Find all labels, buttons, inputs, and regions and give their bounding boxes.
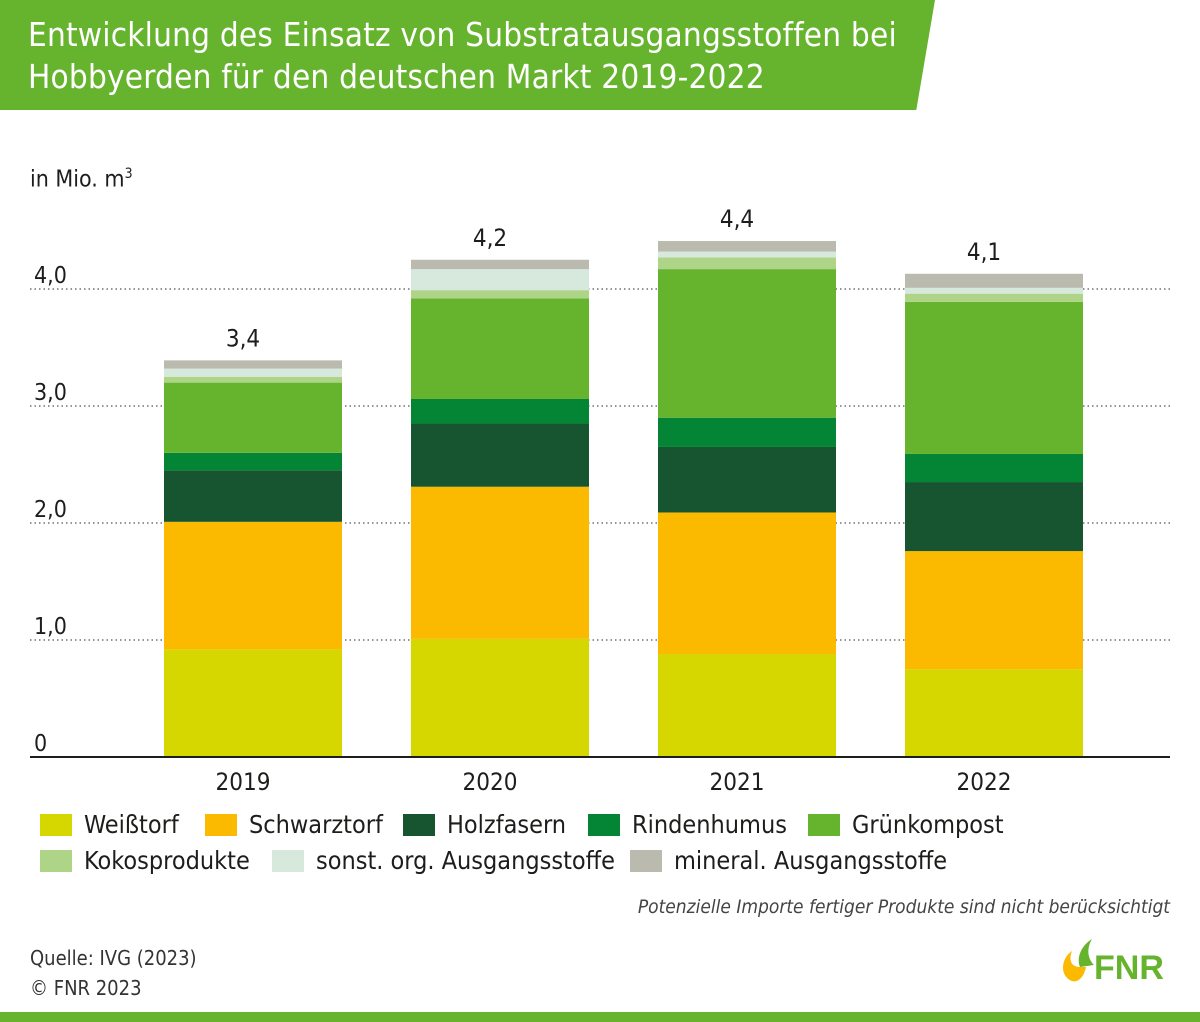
logo-text: FNR [1094,949,1164,987]
bar-segment [411,290,589,299]
legend-item: Rindenhumus [588,810,787,839]
bar-segment [411,269,589,291]
bar-segment [905,293,1083,302]
x-tick-label: 2019 [216,768,271,796]
bar-segment [164,376,342,383]
legend-item: Kokosprodukte [40,846,250,875]
y-tick-label: 4,0 [34,263,67,289]
bar-segment [905,273,1083,288]
bar-segment [658,269,836,418]
legend-item: Holzfasern [403,810,566,839]
total-label: 4,1 [967,238,1001,266]
copyright-line: © FNR 2023 [30,976,142,1000]
legend-label: Holzfasern [447,810,567,839]
y-tick-label: 0 [34,731,47,757]
x-tick-label: 2020 [463,768,518,796]
legend-label: Schwarztorf [249,810,383,839]
legend-swatch [40,849,72,872]
legend-item: Weißtorf [40,810,179,839]
y-tick-label: 1,0 [34,614,67,640]
legend-swatch [403,813,435,836]
bar-segment [411,638,589,757]
chart-title: Entwicklung des Einsatz von Substratausg… [28,15,897,96]
bar-segment [164,368,342,377]
legend-label: Weißtorf [84,810,179,839]
bar-segment [658,257,836,270]
bar-segment [164,649,342,757]
bar-segment [411,398,589,424]
bar-segment [905,482,1083,552]
bar-segment [658,654,836,757]
legend-swatch [630,849,662,872]
y-axis-label: in Mio. m3 [30,166,133,193]
x-tick-label: 2022 [957,768,1012,796]
bar-segment [905,287,1083,294]
legend-item: mineral. Ausgangsstoffe [630,846,947,875]
bar-segment [658,512,836,655]
bar-segment [411,423,589,487]
legend-label: mineral. Ausgangsstoffe [674,846,948,875]
bar-segment [164,382,342,453]
bar-segment [658,241,836,252]
legend-label: Kokosprodukte [84,846,250,875]
bottom-bar [0,1012,1200,1022]
header-band [0,0,935,110]
bar-segment [658,251,836,258]
legend-item: Grünkompost [808,810,1004,839]
source-line: Quelle: IVG (2023) [30,946,197,970]
bar-segment [164,360,342,369]
stacked-bar-chart: 0 1,0 2,0 3,0 4,0 3,4 2019 4,2 2020 4,4 2021 4,1 202… [30,205,1170,796]
bar-segment [164,470,342,522]
bar-segment [905,453,1083,483]
source-credit: Quelle: IVG (2023) © FNR 2023 [30,943,197,1003]
legend-swatch [205,813,237,836]
bar-segment [905,301,1083,454]
y-tick-label: 2,0 [34,497,67,523]
legend-swatch [808,813,840,836]
legend-swatch [272,849,304,872]
y-tick-label: 3,0 [34,380,67,406]
bar-segment [411,259,589,270]
bar-segment [905,669,1083,757]
legend-swatch [588,813,620,836]
bar-segment [164,452,342,471]
legend-label: Rindenhumus [632,810,787,839]
total-label: 4,4 [720,205,754,233]
total-label: 4,2 [473,224,507,252]
total-label: 3,4 [226,324,260,352]
bar-segment [164,521,342,650]
bar-segment [905,551,1083,670]
bar-segment [411,298,589,399]
fnr-flame-logo-icon: FNR [1063,939,1164,987]
legend-item: sonst. org. Ausgangsstoffe [272,846,615,875]
legend-item: Schwarztorf [205,810,383,839]
legend-label: Grünkompost [852,810,1004,839]
bar-segment [411,486,589,639]
x-tick-label: 2021 [710,768,765,796]
legend-swatch [40,813,72,836]
footnote: Potenzielle Importe fertiger Produkte si… [637,896,1170,918]
legend-label: sonst. org. Ausgangsstoffe [316,846,615,875]
bar-segment [658,417,836,447]
bar-segment [658,446,836,513]
